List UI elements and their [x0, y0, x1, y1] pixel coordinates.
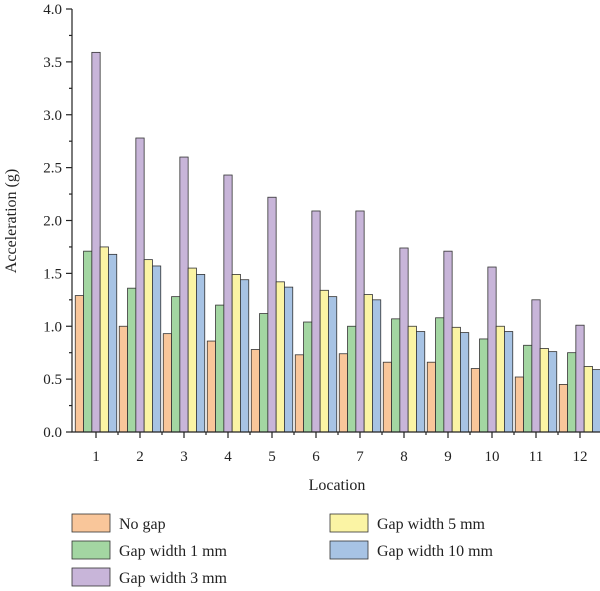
bar — [583, 366, 593, 433]
bar — [143, 259, 153, 433]
legend-label: Gap width 1 mm — [119, 543, 228, 560]
bar — [338, 353, 348, 433]
bar — [451, 326, 461, 433]
x-tick-label: 3 — [180, 449, 188, 465]
bar — [407, 325, 417, 433]
x-tick-label: 6 — [312, 449, 320, 465]
y-tick-label: 2.0 — [43, 214, 62, 230]
bar — [259, 313, 269, 433]
x-tick-label: 7 — [356, 449, 364, 465]
bar — [284, 286, 294, 433]
y-tick-label: 1.5 — [43, 266, 62, 282]
x-tick-label: 9 — [444, 449, 452, 465]
legend-swatch — [71, 567, 111, 587]
x-tick-label: 11 — [529, 449, 543, 465]
y-axis-title: Acceleration (g) — [3, 169, 20, 273]
bar — [187, 267, 197, 433]
bar — [372, 299, 382, 433]
bar — [135, 137, 145, 433]
bar — [523, 344, 533, 433]
bar — [275, 281, 285, 433]
legend-label: Gap width 10 mm — [377, 543, 494, 560]
bar — [118, 325, 128, 433]
bar — [74, 295, 84, 433]
bar — [162, 333, 172, 433]
bar — [83, 250, 93, 433]
legend-swatch — [71, 540, 111, 560]
y-tick-label: 3.5 — [43, 55, 62, 71]
bar — [196, 274, 206, 433]
legend-label: Gap width 5 mm — [377, 516, 486, 533]
bar — [347, 325, 357, 433]
x-ticks: 1 2 3 4 5 6 7 8 9 10 11 12 — [92, 432, 588, 465]
y-tick-label: 4.0 — [43, 2, 62, 18]
bar — [539, 348, 549, 433]
bar — [294, 354, 304, 433]
y-tick-label: 3.0 — [43, 108, 62, 124]
bar — [487, 266, 497, 433]
bar — [567, 352, 577, 433]
x-tick-label: 8 — [400, 449, 408, 465]
y-ticks: 0.0 0.5 1.0 1.5 2.0 2.5 3.0 3.5 4.0 — [43, 2, 72, 441]
bar — [91, 51, 101, 433]
legend-label: Gap width 3 mm — [119, 570, 228, 587]
legend-swatch — [329, 513, 369, 533]
legend-label: No gap — [119, 516, 166, 533]
bar — [435, 317, 445, 433]
bar — [152, 265, 162, 433]
bar — [303, 321, 313, 433]
bar — [382, 361, 392, 433]
legend: No gap Gap width 1 mm Gap width 3 mm Gap wi… — [71, 513, 494, 587]
y-tick-label: 0.5 — [43, 372, 62, 388]
legend-swatch — [71, 513, 111, 533]
x-tick-label: 10 — [485, 449, 500, 465]
bar — [355, 210, 365, 433]
bar — [311, 210, 321, 433]
x-tick-label: 1 — [92, 449, 100, 465]
bar — [108, 253, 118, 433]
bar — [206, 340, 216, 433]
bar — [592, 369, 600, 433]
bar — [171, 296, 181, 433]
x-tick-label: 12 — [573, 449, 588, 465]
y-tick-label: 1.0 — [43, 319, 62, 335]
bar — [99, 246, 109, 433]
x-tick-label: 5 — [268, 449, 276, 465]
y-tick-label: 0.0 — [43, 425, 62, 441]
x-tick-label: 2 — [136, 449, 144, 465]
bar — [223, 174, 233, 433]
bar — [127, 287, 137, 433]
bar — [426, 361, 436, 433]
bar — [179, 156, 189, 433]
bar — [575, 324, 585, 433]
bar — [470, 368, 480, 433]
legend-swatch — [329, 540, 369, 560]
bar — [495, 325, 505, 433]
bar — [531, 299, 541, 433]
bars-group — [74, 51, 600, 433]
bar — [416, 331, 426, 433]
bar — [215, 304, 225, 433]
bar — [363, 294, 373, 433]
bar — [548, 351, 558, 433]
bar — [267, 196, 277, 433]
bar — [319, 289, 329, 433]
bar — [443, 250, 453, 433]
bar — [240, 279, 250, 433]
bar — [328, 296, 338, 433]
bar — [399, 247, 409, 433]
bar — [479, 338, 489, 433]
bar — [391, 318, 401, 433]
y-tick-label: 2.5 — [43, 161, 62, 177]
bar — [558, 384, 568, 433]
bar — [250, 349, 260, 433]
x-axis-title: Location — [309, 477, 366, 494]
bar — [460, 332, 470, 433]
bar — [514, 376, 524, 433]
x-tick-label: 4 — [224, 449, 232, 465]
bar — [504, 331, 514, 433]
bar — [231, 274, 241, 433]
